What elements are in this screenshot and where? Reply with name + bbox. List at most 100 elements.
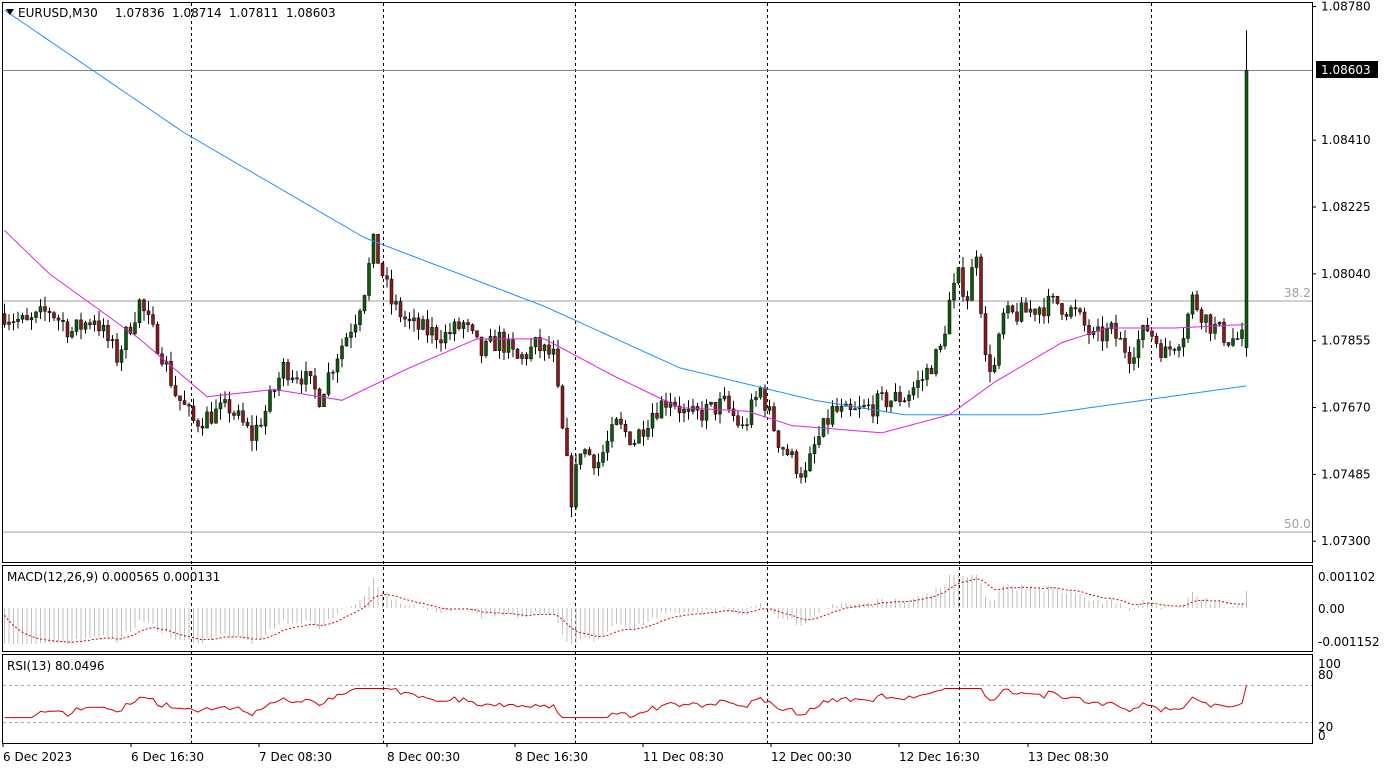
candle-body [155,324,160,355]
candle-body [655,413,659,419]
candle-body [551,348,556,355]
candle-body [529,346,533,359]
candle-body [776,430,781,448]
price-tick-label: 1.08780 [1321,0,1371,14]
candle-body [1037,307,1042,315]
candle-body [902,400,907,403]
candle-body [713,401,718,415]
candle-body [43,306,47,312]
candle-body [1190,294,1195,315]
candle-body [110,339,115,341]
current-price-marker: 1.08603 [1316,61,1378,78]
candle-body [475,330,479,338]
symbol-label: EURUSD,M30 [18,6,98,20]
candle-body [353,324,358,333]
macd-label: MACD(12,26,9) 0.000565 0.000131 [7,570,220,584]
price-tick-label: 1.08410 [1321,133,1371,147]
candle-body [218,402,223,410]
candle-body [367,263,371,296]
candle-body [839,405,844,412]
candle-body [1082,311,1087,326]
candle-body [299,378,304,385]
candle-body [263,410,268,427]
time-tick-label: 8 Dec 00:30 [387,750,460,764]
candle-body [259,424,263,427]
candle-body [938,345,943,350]
close-value: 1.08603 [286,6,336,20]
rsi-tick-label: 80 [1318,668,1333,682]
price-axis: 1.08780 1.08410 1.08225 1.08040 1.07855 1.076… [1312,0,1380,743]
candle-body [254,424,259,441]
candle-body [682,408,686,414]
candle-body [335,358,340,373]
candle-body [1231,338,1235,346]
candle-body [241,410,245,423]
candle-body [542,344,547,352]
rsi-indicator [3,684,1312,724]
candle-body [754,396,758,401]
candle-body [1078,308,1082,313]
candle-body [2,313,7,325]
candle-body [317,388,322,407]
time-tick-label: 12 Dec 16:30 [899,750,980,764]
candle-body [1028,308,1033,313]
candle-body [20,315,25,320]
main-panel-border [2,2,1313,563]
candle-body [1244,70,1249,348]
candle-body [313,375,317,390]
candle-body [515,348,520,359]
candle-body [920,379,925,381]
price-tick-label: 1.07855 [1321,334,1371,348]
candle-body [812,444,817,455]
price-tick-label: 1.08225 [1321,200,1371,214]
candle-body [268,390,272,412]
candle-body [533,337,538,348]
candle-body [893,392,898,402]
candle-body [830,406,835,425]
candle-body [34,311,38,318]
candle-body [304,371,308,385]
candle-body [1123,338,1127,353]
candle-body [74,319,79,332]
candle-body [331,371,335,374]
candle-body [875,393,880,417]
candle-body [1163,346,1168,358]
time-tick-label: 7 Dec 08:30 [259,750,332,764]
candle-body [1240,329,1244,339]
candle-body [511,339,515,350]
candle-body [1042,307,1046,317]
time-tick-label: 12 Dec 00:30 [771,750,852,764]
candle-body [992,364,997,372]
candle-body [578,453,583,465]
candle-body [398,301,403,318]
candle-body [128,326,133,334]
macd-panel-border [2,565,1313,652]
chart-header[interactable]: EURUSD,M30 1.07836 1.08714 1.07811 1.086… [6,6,336,20]
candle-body [1073,307,1078,310]
time-tick-label: 6 Dec 2023 [3,750,72,764]
candle-body [866,404,871,406]
candle-body [362,295,367,312]
time-tick-label: 8 Dec 16:30 [515,750,588,764]
candle-body [1150,330,1154,337]
candle-body [412,317,416,322]
candle-body [979,256,983,314]
candle-body [236,410,241,416]
candle-body [65,321,70,338]
candle-body [1235,338,1240,340]
candle-body [214,408,218,424]
moving-averages [4,9,1247,434]
candle-body [146,310,151,315]
candle-body [1024,302,1028,313]
candle-body [1087,324,1091,335]
candle-body [736,415,740,426]
candle-body [47,310,52,314]
candle-body [484,340,488,356]
candle-body [763,387,767,411]
candle-body [403,316,407,320]
candle-body [974,256,979,268]
candle-body [1100,326,1105,342]
candle-body [637,429,641,444]
candle-body [592,454,596,469]
candle-body [61,319,65,322]
